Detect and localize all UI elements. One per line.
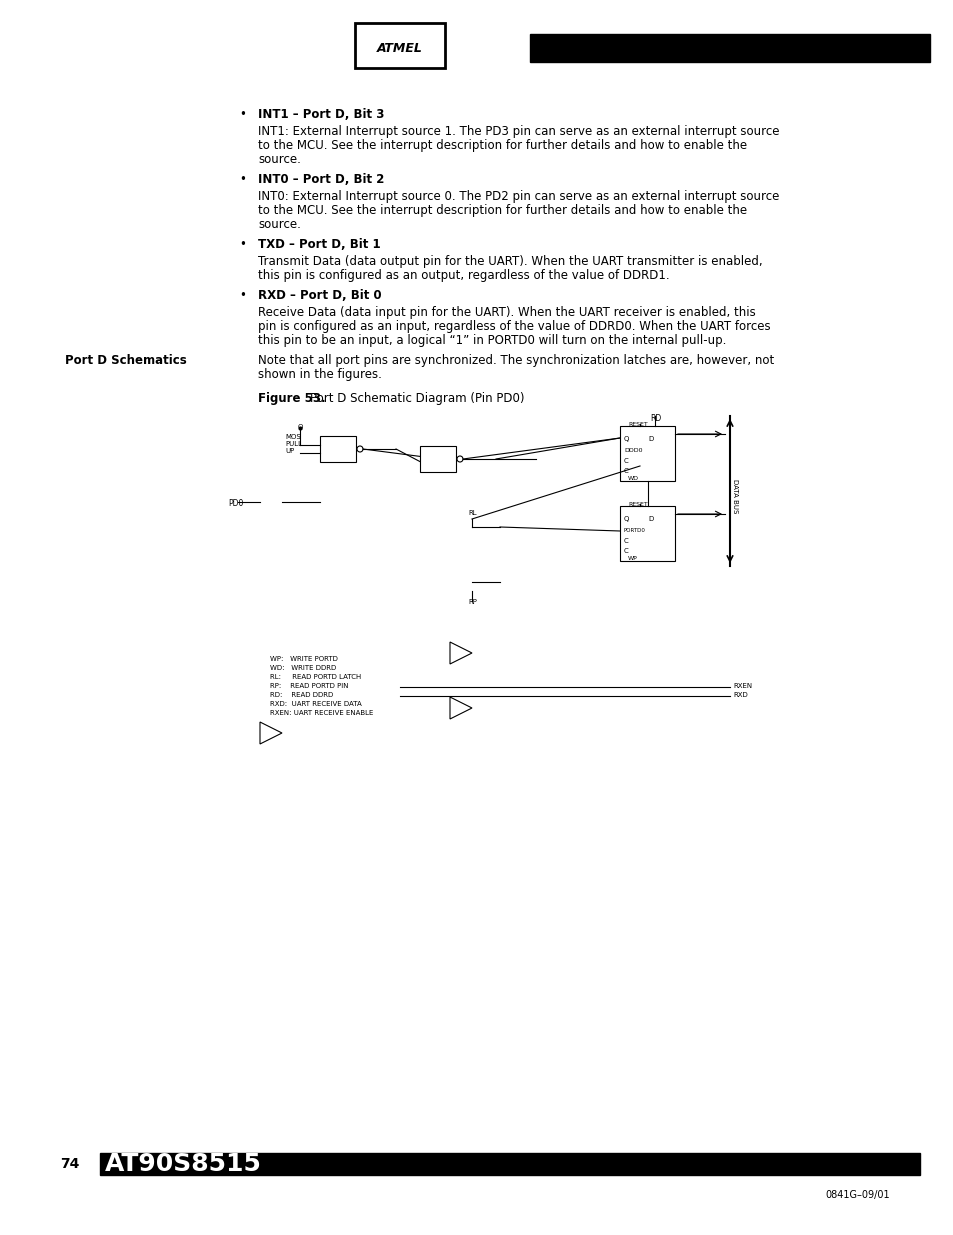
- Text: WD: WD: [627, 475, 639, 480]
- Text: Port D Schematics: Port D Schematics: [65, 354, 187, 367]
- Bar: [619, 426, 675, 480]
- Text: RESET: RESET: [627, 422, 647, 427]
- Text: Transmit Data (data output pin for the UART). When the UART transmitter is enabl: Transmit Data (data output pin for the U…: [257, 254, 761, 268]
- Bar: [319, 436, 355, 462]
- Text: Note that all port pins are synchronized. The synchronization latches are, howev: Note that all port pins are synchronized…: [257, 354, 774, 367]
- Text: RXEN: RXEN: [732, 683, 751, 689]
- Text: RL: RL: [468, 510, 476, 516]
- Text: Q: Q: [623, 436, 629, 442]
- Text: C: C: [623, 468, 628, 474]
- Text: DDD0: DDD0: [623, 448, 641, 453]
- Text: AT90S8515: AT90S8515: [105, 1152, 262, 1176]
- Text: INT0: External Interrupt source 0. The PD2 pin can serve as an external interrup: INT0: External Interrupt source 0. The P…: [257, 190, 779, 203]
- Text: RP:    READ PORTD PIN: RP: READ PORTD PIN: [270, 683, 348, 689]
- Text: source.: source.: [257, 153, 300, 165]
- Text: ATMEL: ATMEL: [376, 42, 422, 54]
- Text: Q: Q: [297, 424, 302, 430]
- Text: •: •: [239, 173, 246, 186]
- FancyBboxPatch shape: [355, 23, 444, 68]
- Text: RXD:  UART RECEIVE DATA: RXD: UART RECEIVE DATA: [270, 701, 361, 706]
- Text: •: •: [239, 107, 246, 121]
- Text: PORTD0: PORTD0: [623, 529, 645, 534]
- Text: shown in the figures.: shown in the figures.: [257, 368, 381, 382]
- Text: C: C: [623, 538, 628, 543]
- Text: C: C: [623, 548, 628, 555]
- Text: 74: 74: [60, 1157, 79, 1171]
- Text: TXD – Port D, Bit 1: TXD – Port D, Bit 1: [257, 238, 380, 251]
- Text: D: D: [647, 436, 653, 442]
- Text: RL:     READ PORTD LATCH: RL: READ PORTD LATCH: [270, 674, 361, 680]
- Bar: [619, 506, 675, 561]
- Text: RXD: RXD: [732, 692, 747, 698]
- Text: RD:    READ DDRD: RD: READ DDRD: [270, 692, 333, 698]
- Text: RD: RD: [649, 414, 660, 424]
- Text: WD:   WRITE DDRD: WD: WRITE DDRD: [270, 664, 335, 671]
- Text: Figure 53.: Figure 53.: [257, 391, 325, 405]
- Text: RP: RP: [468, 599, 476, 605]
- Text: WP:   WRITE PORTD: WP: WRITE PORTD: [270, 656, 337, 662]
- Text: RESET: RESET: [627, 501, 647, 508]
- Text: •: •: [239, 238, 246, 251]
- Text: PD0: PD0: [228, 499, 243, 508]
- Text: source.: source.: [257, 219, 300, 231]
- Text: this pin is configured as an output, regardless of the value of DDRD1.: this pin is configured as an output, reg…: [257, 269, 669, 282]
- Bar: [530, 35, 929, 62]
- Text: 0841G–09/01: 0841G–09/01: [824, 1191, 889, 1200]
- Bar: [419, 446, 456, 472]
- Text: D: D: [647, 516, 653, 522]
- Text: to the MCU. See the interrupt description for further details and how to enable : to the MCU. See the interrupt descriptio…: [257, 140, 746, 152]
- Text: C: C: [623, 458, 628, 464]
- Text: to the MCU. See the interrupt description for further details and how to enable : to the MCU. See the interrupt descriptio…: [257, 204, 746, 217]
- Text: INT0 – Port D, Bit 2: INT0 – Port D, Bit 2: [257, 173, 384, 186]
- Text: Receive Data (data input pin for the UART). When the UART receiver is enabled, t: Receive Data (data input pin for the UAR…: [257, 306, 755, 319]
- Text: Q: Q: [623, 516, 629, 522]
- Text: MOS
PULL
UP: MOS PULL UP: [285, 433, 302, 454]
- Text: WP: WP: [627, 556, 638, 561]
- Text: INT1 – Port D, Bit 3: INT1 – Port D, Bit 3: [257, 107, 384, 121]
- Bar: [100, 1153, 919, 1174]
- Text: RXD – Port D, Bit 0: RXD – Port D, Bit 0: [257, 289, 381, 303]
- Text: DATA BUS: DATA BUS: [731, 479, 738, 514]
- Text: Port D Schematic Diagram (Pin PD0): Port D Schematic Diagram (Pin PD0): [310, 391, 524, 405]
- Text: this pin to be an input, a logical “1” in PORTD0 will turn on the internal pull-: this pin to be an input, a logical “1” i…: [257, 333, 725, 347]
- Text: INT1: External Interrupt source 1. The PD3 pin can serve as an external interrup: INT1: External Interrupt source 1. The P…: [257, 125, 779, 138]
- Text: •: •: [239, 289, 246, 303]
- Text: RXEN: UART RECEIVE ENABLE: RXEN: UART RECEIVE ENABLE: [270, 710, 373, 716]
- Text: pin is configured as an input, regardless of the value of DDRD0. When the UART f: pin is configured as an input, regardles…: [257, 320, 770, 333]
